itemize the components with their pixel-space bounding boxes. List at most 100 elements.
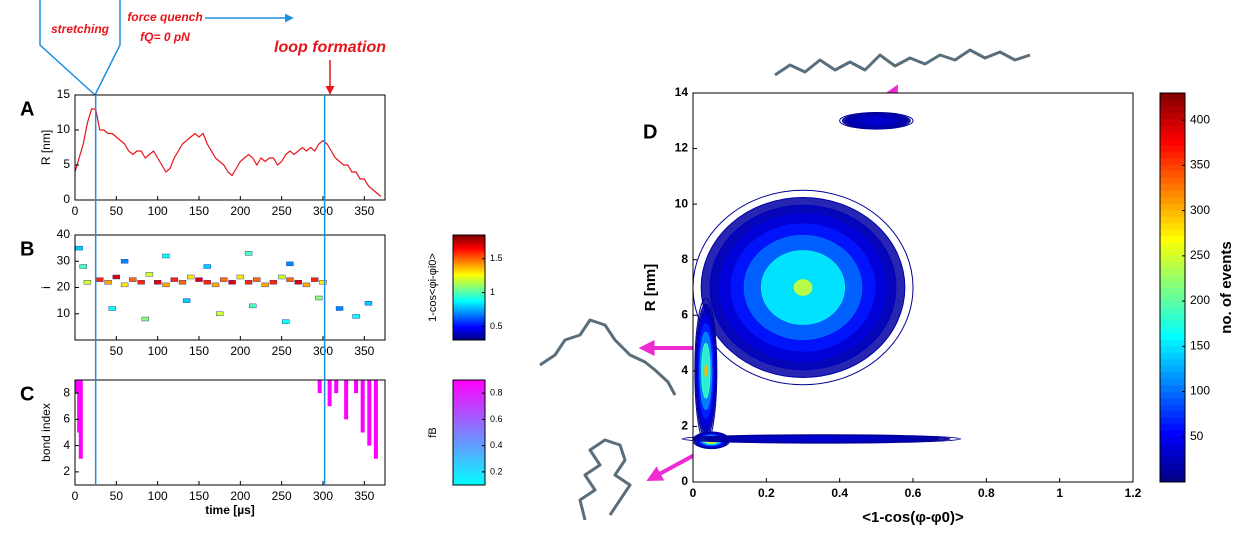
heat-cell	[282, 319, 290, 324]
colorbar-step	[1160, 287, 1185, 295]
x-tick-label: 0	[690, 486, 697, 500]
colorbar-step	[1160, 371, 1185, 379]
annotation: fQ= 0 pN	[140, 30, 190, 44]
colorbar-frame	[1159, 92, 1186, 483]
colorbar-step	[1160, 235, 1185, 243]
y-tick-label: 0	[681, 474, 688, 488]
y-tick-label: 12	[675, 141, 689, 155]
colorbar-step	[453, 465, 485, 468]
colorbar-step	[453, 238, 485, 241]
x-tick-label: 150	[189, 204, 209, 218]
colorbar-step	[1160, 397, 1185, 405]
colorbar-step	[453, 455, 485, 458]
colorbar-tick-label: 200	[1190, 293, 1210, 307]
annotation: force quench	[127, 10, 202, 24]
y-tick-label: 2	[681, 419, 688, 433]
heat-cell	[120, 259, 129, 264]
heat-cell	[104, 280, 112, 285]
colorbar-step	[453, 427, 485, 430]
colorbar-step	[453, 333, 485, 336]
colorbar-step	[453, 402, 485, 405]
colorbar-tick-label: 0.2	[490, 466, 503, 476]
colorbar-step	[1160, 281, 1185, 288]
colorbar-step	[453, 275, 485, 278]
colorbar-step	[453, 381, 485, 384]
density-contour	[704, 364, 708, 378]
plot-3: 0 0.2 0.4 0.6 0.8 1 1.2 0 2 4 6 8 10 12 14 <1-cos(φ-φ0)…	[642, 85, 1235, 526]
plot-frame	[74, 94, 386, 201]
panel-label: D	[643, 121, 657, 143]
colorbar-step	[453, 261, 485, 264]
colorbar-step	[1160, 196, 1185, 204]
colorbar-step	[1160, 365, 1185, 373]
x-tick-label: 50	[110, 489, 124, 503]
bond-bar	[327, 380, 332, 407]
bond-bar	[354, 380, 359, 394]
heat-cell	[244, 280, 253, 285]
colorbar-step	[1160, 131, 1185, 139]
colorbar-step	[453, 317, 485, 320]
colorbar-step	[453, 338, 485, 341]
plot-1: 50 100 150 200 250 300 350 10 20 30 40 i B 0.5 1 1.5 1-c…	[20, 227, 503, 358]
heat-cell	[141, 316, 149, 322]
colorbar-tick-label: 250	[1190, 248, 1210, 262]
colorbar-step	[1160, 456, 1185, 464]
colorbar-step	[1160, 326, 1185, 334]
colorbar-step	[1160, 462, 1185, 470]
colorbar-step	[453, 254, 485, 257]
colorbar-step	[453, 287, 485, 290]
heat-cell	[79, 264, 87, 269]
colorbar-step	[453, 404, 485, 407]
colorbar-step	[453, 392, 485, 395]
heat-cell	[319, 280, 327, 285]
colorbar-step	[453, 462, 485, 465]
heat-cell	[302, 282, 311, 288]
y-tick-label: 10	[675, 196, 689, 210]
colorbar-step	[453, 380, 485, 383]
heat-cell	[182, 298, 191, 303]
colorbar-step	[453, 268, 485, 271]
colorbar-step	[453, 271, 485, 274]
x-tick-label: 150	[189, 489, 209, 503]
colorbar-step	[1160, 469, 1185, 477]
plot-2: 0 50 100 150 200 250 300 350 2 4 6 8 time [µs] bond i…	[20, 379, 503, 517]
density-contour	[793, 279, 813, 296]
plot-area	[75, 95, 385, 200]
colorbar-step	[453, 401, 485, 404]
colorbar-step	[1160, 332, 1185, 340]
colorbar-step	[453, 324, 485, 327]
y-tick-label: 4	[681, 363, 688, 377]
colorbar-step	[453, 397, 485, 400]
colorbar-tick-label: 1	[490, 287, 495, 297]
heat-cell	[277, 274, 286, 280]
colorbar-step	[453, 242, 485, 245]
colorbar-step	[1160, 209, 1185, 217]
colorbar-step	[453, 464, 485, 467]
x-tick-label: 1	[1056, 486, 1063, 500]
colorbar-step	[1160, 93, 1185, 100]
heat-cell	[170, 277, 178, 282]
colorbar-step	[453, 334, 485, 337]
colorbar-step	[453, 278, 485, 281]
colorbar-step	[453, 422, 485, 425]
colorbar-step	[453, 416, 485, 419]
colorbar-step	[1160, 391, 1185, 399]
heat-cell	[244, 251, 253, 256]
colorbar-step	[453, 289, 485, 292]
colorbar-step	[453, 305, 485, 308]
colorbar-step	[453, 481, 485, 484]
colorbar-step	[453, 460, 485, 463]
colorbar-step	[453, 264, 485, 267]
colorbar-step	[1160, 378, 1185, 386]
colorbar-step	[453, 259, 485, 262]
x-tick-label: 50	[110, 344, 124, 358]
x-axis-label: time [µs]	[205, 503, 255, 517]
colorbar-step	[453, 432, 485, 435]
colorbar-tick-label: 400	[1190, 112, 1210, 126]
colorbar-step	[453, 406, 485, 409]
colorbar-step	[453, 469, 485, 472]
heat-cell	[83, 280, 92, 285]
bond-bar	[367, 380, 372, 446]
colorbar-tick-label: 1.5	[490, 253, 503, 263]
heat-cell	[286, 261, 294, 267]
